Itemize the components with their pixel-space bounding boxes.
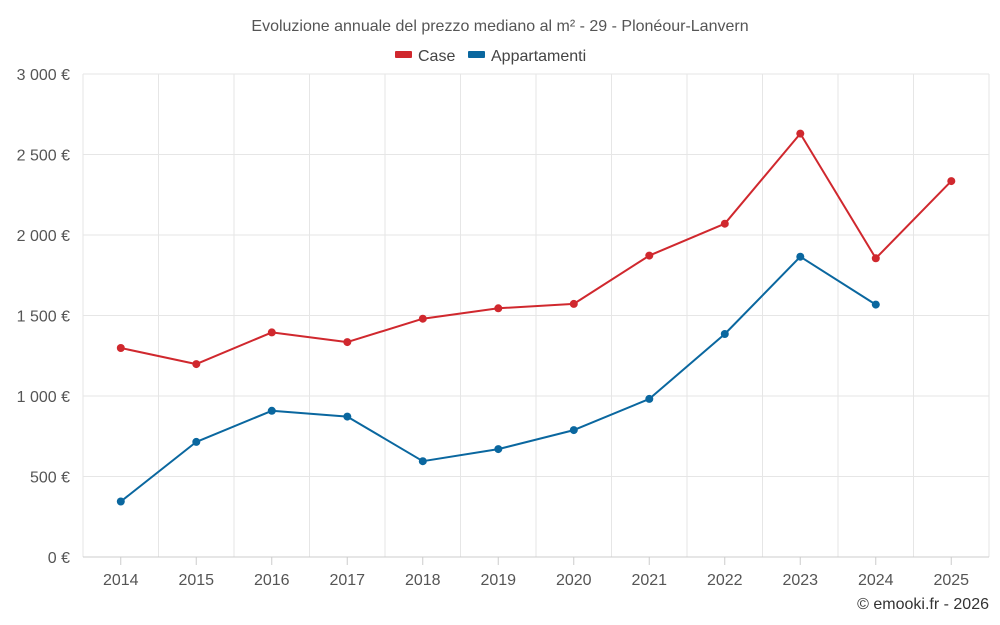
data-point-case[interactable] bbox=[267, 328, 276, 337]
data-point-appartamenti[interactable] bbox=[720, 330, 729, 338]
data-point-appartamenti[interactable] bbox=[192, 437, 201, 446]
data-point-appartamenti[interactable] bbox=[116, 497, 125, 506]
x-tick-label: 2018 bbox=[405, 572, 441, 589]
data-point-case[interactable] bbox=[494, 304, 503, 313]
legend: Case Appartamenti bbox=[395, 48, 586, 65]
x-tick-label: 2025 bbox=[933, 572, 969, 589]
x-tick-label: 2024 bbox=[858, 572, 894, 589]
x-tick-label: 2023 bbox=[782, 572, 818, 589]
grid bbox=[82, 73, 990, 557]
data-point-appartamenti[interactable] bbox=[645, 394, 654, 403]
data-point-case[interactable] bbox=[947, 177, 956, 186]
x-tick-label: 2020 bbox=[556, 572, 592, 589]
data-point-appartamenti[interactable] bbox=[267, 406, 276, 415]
series bbox=[116, 129, 956, 506]
x-tick-label: 2019 bbox=[480, 572, 516, 589]
y-tick-label: 2 500 € bbox=[17, 148, 70, 165]
y-tick-label: 500 € bbox=[30, 470, 70, 487]
data-point-case[interactable] bbox=[343, 338, 352, 347]
y-tick-label: 1 500 € bbox=[17, 309, 70, 326]
x-tick-label: 2021 bbox=[631, 572, 667, 589]
data-point-appartamenti[interactable] bbox=[871, 300, 880, 309]
series-line-case bbox=[119, 132, 953, 366]
y-tick-label: 2 000 € bbox=[17, 228, 70, 245]
data-point-appartamenti[interactable] bbox=[569, 426, 578, 435]
x-tick-label: 2016 bbox=[254, 572, 290, 589]
x-tick-label: 2014 bbox=[103, 572, 139, 589]
legend-swatch-case bbox=[395, 51, 412, 58]
data-point-appartamenti[interactable] bbox=[418, 457, 427, 466]
legend-swatch-appartamenti bbox=[468, 51, 485, 58]
axes: 0 € 500 € 1 000 € 1 500 € 2 000 € 2 500 € 3 00… bbox=[17, 67, 989, 589]
data-point-appartamenti[interactable] bbox=[494, 445, 503, 454]
data-point-appartamenti[interactable] bbox=[343, 412, 352, 421]
data-point-case[interactable] bbox=[871, 254, 880, 263]
legend-label-case[interactable]: Case bbox=[418, 48, 455, 65]
data-point-case[interactable] bbox=[796, 129, 805, 138]
data-point-case[interactable] bbox=[116, 344, 125, 352]
x-tick-label: 2022 bbox=[707, 572, 743, 589]
data-point-case[interactable] bbox=[192, 360, 201, 369]
legend-label-appartamenti[interactable]: Appartamenti bbox=[491, 48, 586, 65]
data-point-case[interactable] bbox=[569, 299, 578, 308]
x-tick-label: 2017 bbox=[329, 572, 365, 589]
data-point-appartamenti[interactable] bbox=[796, 252, 805, 261]
data-point-case[interactable] bbox=[720, 219, 729, 228]
credit-text: © emooki.fr - 2026 bbox=[857, 596, 989, 613]
y-tick-label: 0 € bbox=[48, 550, 70, 567]
data-point-case[interactable] bbox=[418, 314, 427, 323]
y-tick-label: 3 000 € bbox=[17, 67, 70, 84]
y-tick-label: 1 000 € bbox=[17, 389, 70, 406]
data-point-case[interactable] bbox=[645, 251, 654, 260]
chart-title: Evoluzione annuale del prezzo mediano al… bbox=[251, 18, 748, 35]
x-tick-label: 2015 bbox=[178, 572, 214, 589]
